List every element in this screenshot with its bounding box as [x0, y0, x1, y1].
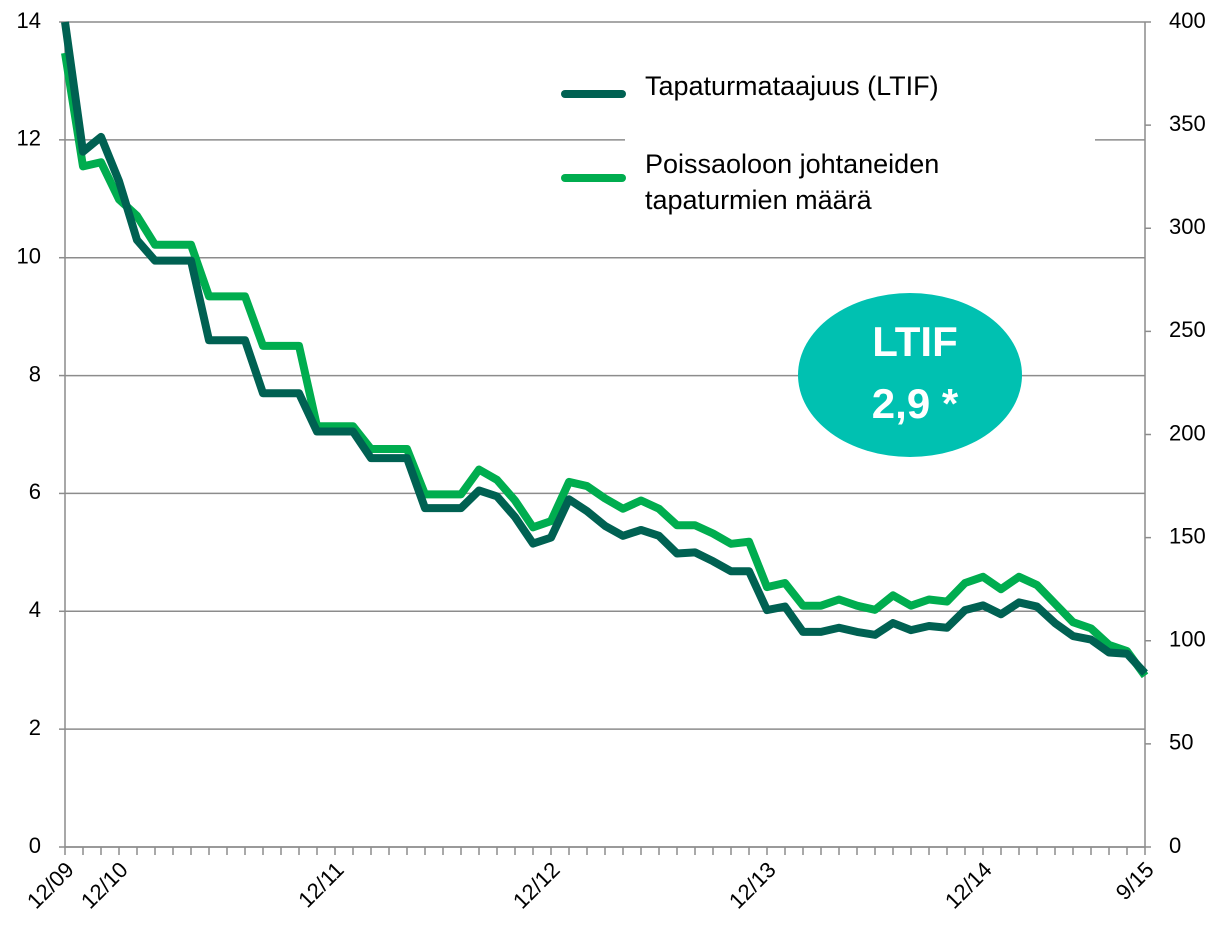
y2-tick-label: 300: [1169, 214, 1206, 239]
y-tick-label: 0: [29, 833, 41, 858]
y2-tick-label: 400: [1169, 8, 1206, 33]
x-tick-label: 12/13: [724, 857, 781, 914]
y-tick-label: 4: [29, 597, 41, 622]
y2-tick-label: 200: [1169, 420, 1206, 445]
x-tick-label: 12/10: [76, 857, 133, 914]
legend-label: Tapaturmataajuus (LTIF): [645, 71, 939, 101]
series-line: [61, 21, 1148, 676]
y2-tick-label: 50: [1169, 730, 1193, 755]
y-tick-label: 10: [17, 244, 41, 269]
y-tick-label: 2: [29, 715, 41, 740]
legend-label: Poissaoloon johtaneiden tapaturmien määr…: [645, 149, 940, 215]
y-tick-label: 8: [29, 361, 41, 386]
annotation-text: LTIF: [872, 318, 958, 365]
y2-tick-label: 350: [1169, 111, 1206, 136]
y-tick-label: 6: [29, 479, 41, 504]
y2-tick-label: 150: [1169, 523, 1206, 548]
x-tick-label: 12/09: [22, 857, 79, 914]
y2-tick-label: 250: [1169, 317, 1206, 342]
x-tick-label: 9/15: [1111, 857, 1159, 905]
y2-tick-label: 0: [1169, 833, 1181, 858]
series-line: [61, 52, 1149, 679]
y-tick-label: 12: [17, 126, 41, 151]
legend-background: [625, 58, 1095, 228]
annotation-text: 2,9 *: [872, 380, 959, 427]
y2-tick-label: 100: [1169, 627, 1206, 652]
y-tick-label: 14: [17, 8, 41, 33]
x-tick-label: 12/11: [293, 857, 348, 912]
x-tick-label: 12/12: [508, 857, 565, 914]
x-tick-label: 12/14: [940, 857, 997, 914]
annotation-bubble: [798, 293, 1022, 457]
